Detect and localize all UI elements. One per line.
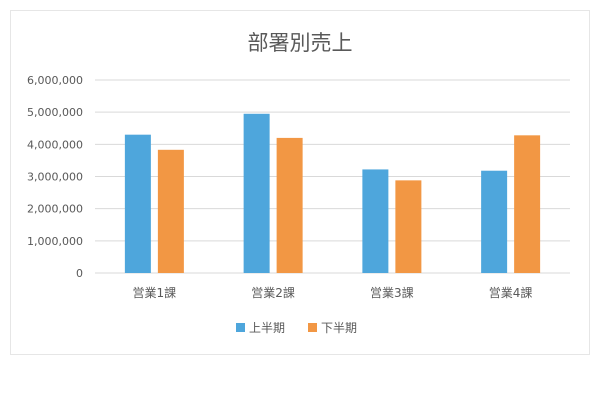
bar-first-half — [481, 170, 508, 273]
y-tick-label: 4,000,000 — [27, 138, 83, 151]
y-tick-label: 0 — [76, 267, 83, 280]
y-tick-label: 3,000,000 — [27, 171, 83, 184]
y-tick-label: 6,000,000 — [27, 74, 83, 87]
bar-second-half — [276, 137, 303, 273]
y-tick-label: 5,000,000 — [27, 106, 83, 119]
bar-first-half — [243, 113, 270, 274]
bar-first-half — [124, 134, 151, 273]
bars — [124, 113, 541, 274]
legend-swatch — [236, 323, 245, 332]
bar-second-half — [514, 135, 541, 273]
x-tick-label: 営業1課 — [133, 285, 177, 300]
bar-second-half — [157, 149, 184, 273]
legend-label: 上半期 — [249, 321, 285, 335]
y-tick-label: 1,000,000 — [27, 235, 83, 248]
x-tick-label: 営業3課 — [370, 285, 414, 300]
y-tick-label: 2,000,000 — [27, 203, 83, 216]
x-tick-label: 営業2課 — [251, 285, 295, 300]
x-tick-label: 営業4課 — [489, 285, 533, 300]
y-axis-tick-labels: 0 1,000,000 2,000,000 3,000,000 4,000,000 5,0… — [27, 74, 83, 280]
bar-second-half — [395, 180, 422, 273]
legend-swatch — [308, 323, 317, 332]
x-axis-tick-labels: 営業1課 営業2課 営業3課 営業4課 — [133, 285, 533, 300]
legend-label: 下半期 — [321, 321, 357, 335]
legend: 上半期 下半期 — [236, 321, 357, 335]
chart-title: 部署別売上 — [248, 31, 353, 55]
bar-first-half — [362, 169, 389, 273]
